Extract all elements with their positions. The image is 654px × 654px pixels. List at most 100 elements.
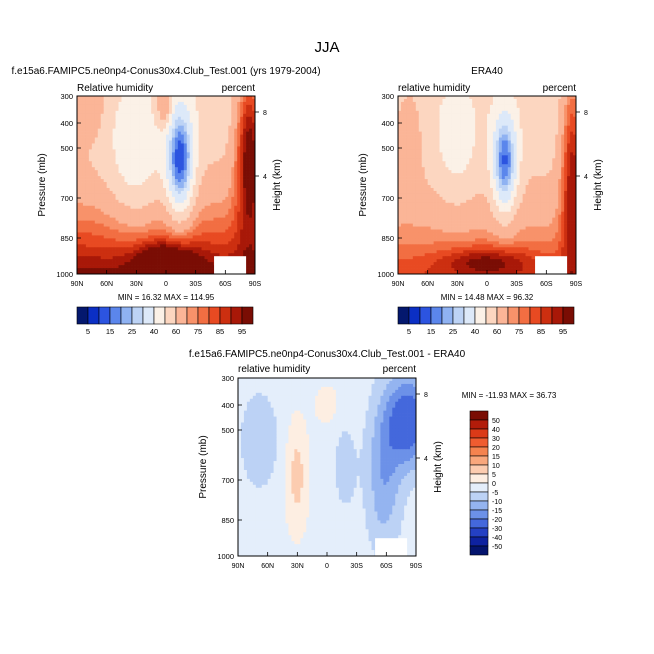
panel-model-field-cell xyxy=(127,101,131,106)
panel-era40-field-cell xyxy=(460,119,464,124)
panel-era40-field-cell xyxy=(543,125,547,129)
panel-era40-field-cell xyxy=(519,119,523,124)
panel-era40-field-cell xyxy=(537,104,541,109)
panel-model-field-cell xyxy=(77,122,81,127)
panel-era40-field-cell xyxy=(463,96,467,100)
panel-model-field-cell xyxy=(216,179,220,183)
panel-era40-field-cell xyxy=(528,110,532,115)
panel-model-field-cell xyxy=(201,152,205,156)
panel-model-field-cell xyxy=(103,247,108,251)
panel-era40-field-cell xyxy=(501,101,506,106)
panel-model-field-cell xyxy=(228,149,232,153)
panel-model-field-cell xyxy=(118,164,122,168)
panel-era40-field-cell xyxy=(451,125,455,129)
panel-model-field-cell xyxy=(151,170,155,174)
panel-era40-field-cell xyxy=(424,116,429,121)
panel-era40-field-cell xyxy=(448,128,452,132)
panel-model-field-cell xyxy=(97,119,102,124)
panel-model-field-cell xyxy=(174,244,179,248)
panel-model-field-cell xyxy=(109,250,113,254)
panel-model-field-cell xyxy=(252,128,255,132)
panel-model-field-cell xyxy=(148,232,152,236)
panel-model-field-cell xyxy=(183,164,188,168)
panel-model-field-cell xyxy=(151,214,155,218)
panel-model-field-cell xyxy=(186,256,191,260)
panel-model-field-cell xyxy=(225,167,229,171)
panel-era40-field-cell xyxy=(540,146,544,150)
panel-era40-field-cell xyxy=(501,137,506,141)
panel-model-field-cell xyxy=(252,179,255,183)
panel-model-field-cell xyxy=(160,229,164,233)
panel-model-field-cell xyxy=(216,241,220,245)
panel-model-field-cell xyxy=(77,158,81,162)
panel-model-field-cell xyxy=(133,185,137,189)
panel-model-field-cell xyxy=(225,205,229,210)
panel-model-field-cell xyxy=(85,247,90,251)
panel-era40-field-cell xyxy=(424,107,429,112)
panel-model-field-cell xyxy=(249,253,253,257)
panel-model-field-cell xyxy=(103,107,108,112)
panel-era40-field-cell xyxy=(436,122,440,127)
panel-model-field-cell xyxy=(121,217,125,221)
panel-model-field-cell xyxy=(100,161,105,165)
panel-model-field-cell xyxy=(252,244,255,248)
panel-era40-field-cell xyxy=(439,113,443,118)
panel-model-field-cell xyxy=(201,182,205,186)
panel-model-field-cell xyxy=(136,140,140,144)
panel-era40-field-cell xyxy=(498,143,503,147)
panel-era40-field-cell xyxy=(472,101,476,106)
panel-era40-field-cell xyxy=(424,122,429,127)
panel-era40-field-cell xyxy=(546,125,550,129)
panel-model-field-cell xyxy=(219,187,223,192)
panel-model-field-cell xyxy=(157,262,161,266)
panel-model-field-cell xyxy=(231,179,235,183)
panel-era40-field-cell xyxy=(504,116,509,121)
panel-model-field-cell xyxy=(142,96,146,100)
panel-era40-field-cell xyxy=(475,113,479,118)
panel-model-field-cell xyxy=(148,205,152,210)
panel-era40-field-cell xyxy=(567,113,571,118)
panel-model-field-cell xyxy=(157,208,161,213)
panel-model-field-cell xyxy=(219,158,223,162)
panel-model-field-cell xyxy=(228,155,232,159)
panel-era40-field-cell xyxy=(507,125,512,129)
panel-model-field-cell xyxy=(222,190,226,195)
panel-model-field-cell xyxy=(216,214,220,218)
panel-model-field-cell xyxy=(222,241,226,245)
panel-model-field-cell xyxy=(109,137,113,141)
panel-model-field-cell xyxy=(136,116,140,121)
panel-model-field-cell xyxy=(133,214,137,218)
panel-model-field-cell xyxy=(222,211,226,216)
panel-model-field-cell xyxy=(225,122,229,127)
panel-model-field-cell xyxy=(163,185,167,189)
panel-model-field-cell xyxy=(186,208,191,213)
panel-model-field-cell xyxy=(186,211,191,216)
panel-era40-field-cell xyxy=(430,158,434,162)
panel-model-field-cell xyxy=(163,235,167,239)
panel-model-field-cell xyxy=(201,161,205,165)
panel-model-field-cell xyxy=(160,205,164,210)
panel-era40-field-cell xyxy=(436,131,440,135)
panel-model-field-cell xyxy=(195,101,199,106)
panel-model-field-cell xyxy=(106,196,110,201)
panel-model-field-cell xyxy=(133,211,137,216)
panel-model-field-cell xyxy=(177,199,182,204)
panel-model-field-cell xyxy=(106,119,110,124)
panel-era40-field-cell xyxy=(522,137,526,141)
panel-model-field-cell xyxy=(180,110,185,115)
panel-model-field-cell xyxy=(240,253,244,257)
panel-model-field-cell xyxy=(246,250,250,254)
panel-model-field-cell xyxy=(77,116,81,121)
panel-model-field-cell xyxy=(130,205,134,210)
panel-era40-field-cell xyxy=(531,128,535,132)
panel-era40-field-cell xyxy=(430,155,434,159)
panel-model-field-cell xyxy=(77,128,81,132)
panel-model-field-cell xyxy=(106,271,110,274)
panel-model-field-cell xyxy=(79,271,84,274)
panel-model-field-cell xyxy=(85,134,90,138)
panel-model-colorbar-box xyxy=(175,306,188,325)
panel-model-field-cell xyxy=(82,113,87,118)
panel-model-field-cell xyxy=(88,96,93,100)
panel-model-field-cell xyxy=(154,149,158,153)
panel-model-field-cell xyxy=(243,202,247,207)
